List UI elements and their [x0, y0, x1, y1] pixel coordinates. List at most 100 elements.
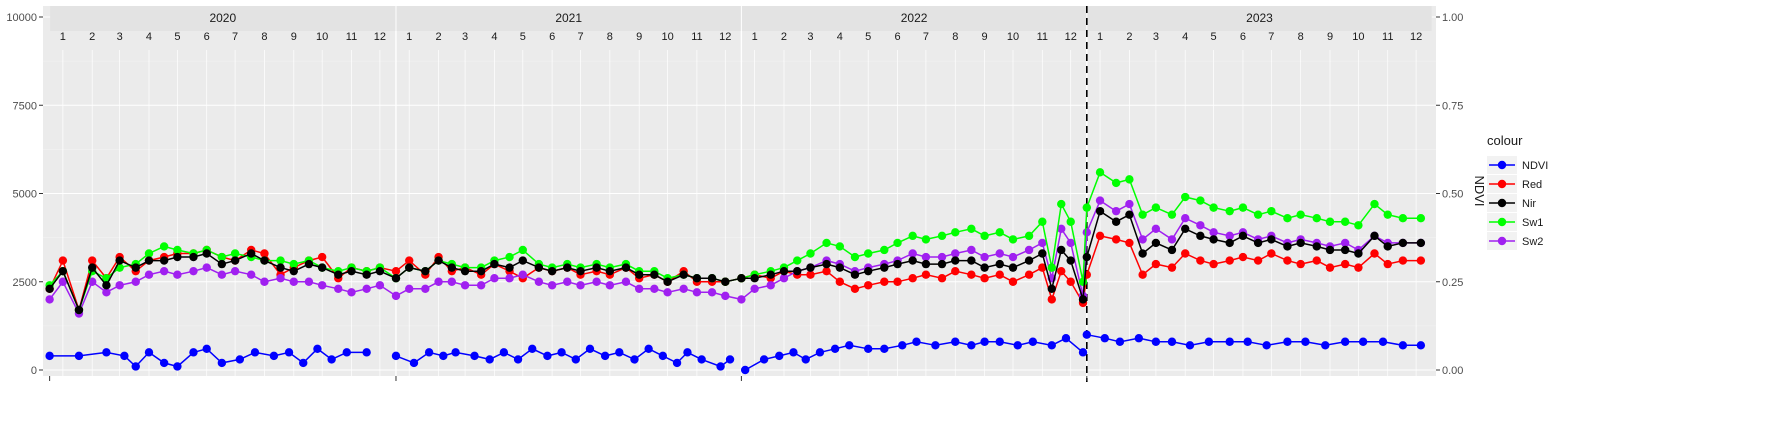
data-point: [779, 274, 789, 283]
data-point: [528, 344, 537, 354]
month-label: 2: [1126, 31, 1132, 43]
data-point: [1398, 256, 1408, 265]
data-point: [921, 270, 931, 279]
y2-axis-title: NDVI: [1472, 175, 1487, 206]
data-point: [995, 337, 1004, 346]
axes: 0 2500 5000 7500 10000 0.00 0.25 0.50 0.75 1.00: [6, 12, 1463, 381]
data-point: [1296, 210, 1305, 219]
data-point: [912, 337, 921, 346]
legend: colour NDVI Red Nir Sw1 Sw2: [1487, 133, 1548, 250]
legend-label: Sw2: [1522, 236, 1543, 248]
data-point: [159, 358, 169, 368]
data-point: [967, 256, 976, 265]
data-point: [505, 263, 514, 272]
data-point: [173, 252, 182, 262]
data-point: [592, 277, 601, 286]
data-point: [750, 284, 759, 294]
data-point: [801, 355, 810, 364]
left-tick-label: 7500: [13, 100, 37, 112]
data-point: [1267, 249, 1276, 258]
month-label: 9: [636, 31, 642, 43]
data-point: [1125, 238, 1134, 248]
data-point: [391, 266, 401, 276]
data-point: [1262, 341, 1271, 350]
data-point: [563, 277, 572, 286]
data-point: [189, 266, 198, 276]
month-label: 8: [607, 31, 613, 43]
month-label: 8: [952, 31, 958, 43]
data-point: [835, 242, 845, 251]
data-point: [159, 266, 169, 276]
data-point: [1008, 252, 1018, 262]
data-point: [144, 256, 154, 265]
data-point: [1325, 217, 1335, 226]
data-point: [202, 263, 211, 272]
month-label: 4: [837, 31, 843, 43]
data-point: [967, 270, 976, 279]
series-ndvi: [45, 330, 1426, 375]
data-point: [1008, 263, 1018, 272]
legend-title: colour: [1487, 133, 1523, 148]
data-point: [1325, 263, 1335, 272]
data-point: [1296, 259, 1305, 269]
data-point: [217, 259, 227, 269]
data-point: [1181, 224, 1190, 233]
data-point: [260, 249, 269, 258]
data-point: [576, 266, 585, 276]
data-point: [230, 256, 240, 265]
data-point: [880, 245, 889, 255]
data-point: [202, 249, 211, 258]
data-point: [750, 274, 759, 283]
data-point: [375, 281, 385, 290]
month-label: 2: [436, 31, 442, 43]
data-point: [1167, 210, 1177, 219]
data-point: [1066, 256, 1075, 265]
legend-key-point: [1497, 198, 1507, 208]
data-point: [260, 256, 269, 265]
data-point: [499, 348, 509, 357]
data-point: [1151, 224, 1161, 233]
data-point: [1138, 249, 1147, 258]
data-point: [592, 263, 601, 272]
data-point: [1100, 334, 1109, 343]
data-point: [822, 259, 831, 269]
data-point: [1238, 203, 1248, 212]
left-tick-label: 0: [31, 365, 37, 377]
data-point: [347, 266, 356, 276]
data-point: [1238, 231, 1248, 241]
data-point: [1057, 224, 1066, 233]
month-label: 9: [291, 31, 297, 43]
data-point: [304, 277, 314, 286]
legend-item: Red: [1487, 175, 1542, 193]
data-point: [409, 358, 419, 368]
legend-key-point: [1497, 179, 1507, 189]
data-point: [880, 277, 889, 286]
data-point: [835, 263, 845, 272]
data-point: [737, 274, 746, 283]
data-point: [908, 249, 917, 258]
data-point: [1038, 217, 1047, 226]
data-point: [557, 348, 566, 357]
data-point: [347, 288, 356, 297]
data-point: [1283, 256, 1292, 265]
data-point: [605, 281, 615, 290]
data-point: [615, 348, 624, 357]
data-point: [893, 277, 902, 286]
data-point: [317, 252, 327, 262]
data-point: [1047, 295, 1056, 304]
data-point: [1095, 206, 1105, 216]
data-point: [505, 274, 514, 283]
data-point: [630, 355, 639, 364]
data-point: [1078, 295, 1088, 304]
data-point: [600, 351, 610, 361]
month-label: 11: [1037, 31, 1048, 43]
month-label: 4: [491, 31, 497, 43]
data-point: [317, 263, 327, 272]
data-point: [1125, 210, 1134, 219]
data-point: [1370, 199, 1379, 209]
data-point: [707, 274, 717, 283]
year-label: 2021: [555, 11, 582, 25]
data-point: [1416, 238, 1426, 248]
data-point: [144, 348, 154, 357]
data-point: [864, 281, 873, 290]
